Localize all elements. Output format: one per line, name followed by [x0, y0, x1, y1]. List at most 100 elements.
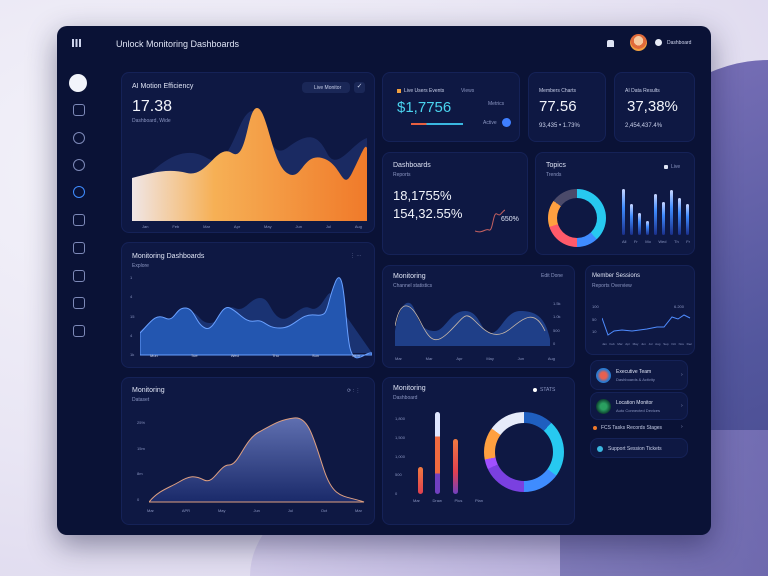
x-label: APR: [181, 508, 191, 513]
revenue-progress-bar: [411, 123, 463, 125]
x-label: Mar: [617, 342, 623, 346]
list-item[interactable]: Executive Team Dashboards & Activity ›: [590, 360, 688, 390]
y-label: 1,500: [395, 434, 406, 440]
sidebar-bell-icon[interactable]: [73, 104, 85, 116]
user-label[interactable]: Dashboard: [667, 40, 692, 46]
x-label: Apr: [233, 224, 241, 229]
sidebar-users-icon[interactable]: [73, 297, 85, 309]
orange-dot-icon: [593, 426, 597, 430]
mountain-chart-card: Monitoring Dataset ⟳ : ⋮ 25% 15m 8m 0 Mar AP…: [121, 377, 375, 525]
x-label: Feb: [609, 342, 615, 346]
revenue-value: $1,7756: [397, 99, 452, 116]
x-label: Jan: [142, 224, 149, 229]
x-label: Apr: [456, 356, 463, 361]
x-label: Nov: [678, 342, 684, 346]
legend-label: Live: [671, 164, 681, 170]
live-monitor-label: Live Monitor: [314, 85, 342, 91]
revenue-side-label: Metrics: [488, 101, 505, 107]
y-label: 100: [592, 304, 599, 309]
bar: [418, 467, 423, 494]
sidebar-analytics-icon[interactable]: [73, 186, 85, 198]
list-item-sub: Dashboards & Activity: [616, 377, 655, 382]
card-menu-button[interactable]: ⋮ ⋯: [350, 253, 362, 259]
card-controls[interactable]: ⟳ : ⋮: [347, 388, 361, 394]
y-label: 4: [130, 294, 133, 300]
y-label: 15: [130, 313, 135, 319]
toggle-label: Active: [483, 120, 497, 126]
user-icon[interactable]: [655, 39, 662, 46]
dashboard-window: Unlock Monitoring Dashboards Dashboard A…: [57, 26, 711, 535]
monitoring-dashboards-card: Monitoring Dashboards Explore ⋮ ⋯ 1 4 15 4 1…: [121, 242, 375, 368]
sidebar-chat-icon[interactable]: [73, 132, 85, 144]
app-title: Unlock Monitoring Dashboards: [116, 39, 240, 49]
efficiency-area-chart: [132, 108, 367, 221]
member-sessions-card: Member Sessions Reports Overview 6.200 1…: [585, 265, 695, 355]
x-label: Jun: [641, 342, 646, 346]
rate-sub: 2,454,437.4%: [625, 123, 663, 129]
x-label: Aug: [354, 224, 362, 229]
x-label: Aug: [547, 356, 555, 361]
list-item[interactable]: Support Session Tickets: [590, 438, 688, 458]
bars-donut-card: Monitoring Dashboard STATS 1,800 1,500 1,0…: [382, 377, 575, 525]
notification-icon[interactable]: [607, 40, 614, 47]
y-label: 1.0k: [553, 314, 561, 320]
x-label: Dec: [686, 342, 692, 346]
x-label: May: [632, 342, 639, 346]
x-label: Jan: [602, 342, 607, 346]
y-axis-labels: 25% 15m 8m 0: [137, 420, 145, 502]
sidebar-pen-icon[interactable]: [73, 242, 85, 254]
avatar: [596, 368, 611, 383]
y-label: 50: [592, 316, 597, 322]
sidebar-home-icon[interactable]: [69, 74, 87, 92]
sidebar-search-icon[interactable]: [73, 159, 85, 171]
rate-value: 37,38%: [627, 98, 678, 115]
members-sub: 93,435 • 1.73%: [539, 123, 580, 129]
donut-hole: [557, 198, 597, 238]
card-title: Monitoring: [132, 387, 165, 394]
card-title: Monitoring: [393, 385, 426, 392]
card-subtitle: Dataset: [132, 397, 150, 403]
x-label: Plan: [474, 498, 483, 503]
x-axis-labels: Mar Mar Apr May Jun Aug: [395, 356, 555, 361]
x-label: Mo: [645, 239, 651, 244]
card-title: AI Data Results: [625, 88, 660, 94]
card-controls[interactable]: Edit Done: [541, 273, 563, 279]
list-item[interactable]: Location Monitor Auto Connected Devices …: [590, 392, 688, 420]
card-title: Topics: [546, 162, 566, 169]
bar: [638, 213, 641, 235]
y-axis-labels: 1 4 15 4 1k: [130, 275, 134, 357]
x-label: Mar: [355, 508, 362, 513]
card-title: Monitoring: [393, 273, 426, 280]
bar: [435, 412, 440, 494]
legend-dot-icon: [664, 165, 668, 169]
sidebar-home-outline-icon[interactable]: [73, 214, 85, 226]
x-label: Fr: [686, 239, 690, 244]
bar: [630, 204, 633, 235]
list-item-title: Support Session Tickets: [608, 446, 662, 452]
x-label: Mar: [203, 224, 211, 229]
member-line: [602, 314, 691, 336]
list-item-title: Location Monitor: [616, 400, 653, 406]
check-button[interactable]: ✓: [354, 82, 365, 93]
active-toggle[interactable]: [502, 118, 511, 127]
x-label: Tue: [190, 353, 198, 358]
mountain-area: [149, 417, 365, 503]
revenue-tag: Views: [461, 88, 475, 94]
y-label: 1: [130, 275, 133, 280]
live-monitor-button[interactable]: Live Monitor: [302, 82, 350, 93]
x-label: Feb: [172, 224, 180, 229]
monitoring-area: [140, 277, 372, 359]
card-subtitle: Reports Overview: [592, 283, 632, 289]
list-item[interactable]: FCS Tasks Records Stages ›: [590, 421, 688, 435]
sidebar-settings-icon[interactable]: [73, 325, 85, 337]
sparkline-path: [475, 209, 505, 233]
grid-menu-icon[interactable]: [72, 39, 81, 47]
x-label: Sep: [663, 342, 669, 346]
bar: [678, 198, 681, 235]
bar: [686, 204, 689, 235]
sidebar-list-icon[interactable]: [73, 270, 85, 282]
y-label: 0: [553, 340, 556, 346]
x-axis-labels: All Fr Mo Wed Th Fr: [622, 239, 690, 244]
list-item-sub: Auto Connected Devices: [616, 408, 661, 413]
avatar[interactable]: [630, 34, 647, 51]
